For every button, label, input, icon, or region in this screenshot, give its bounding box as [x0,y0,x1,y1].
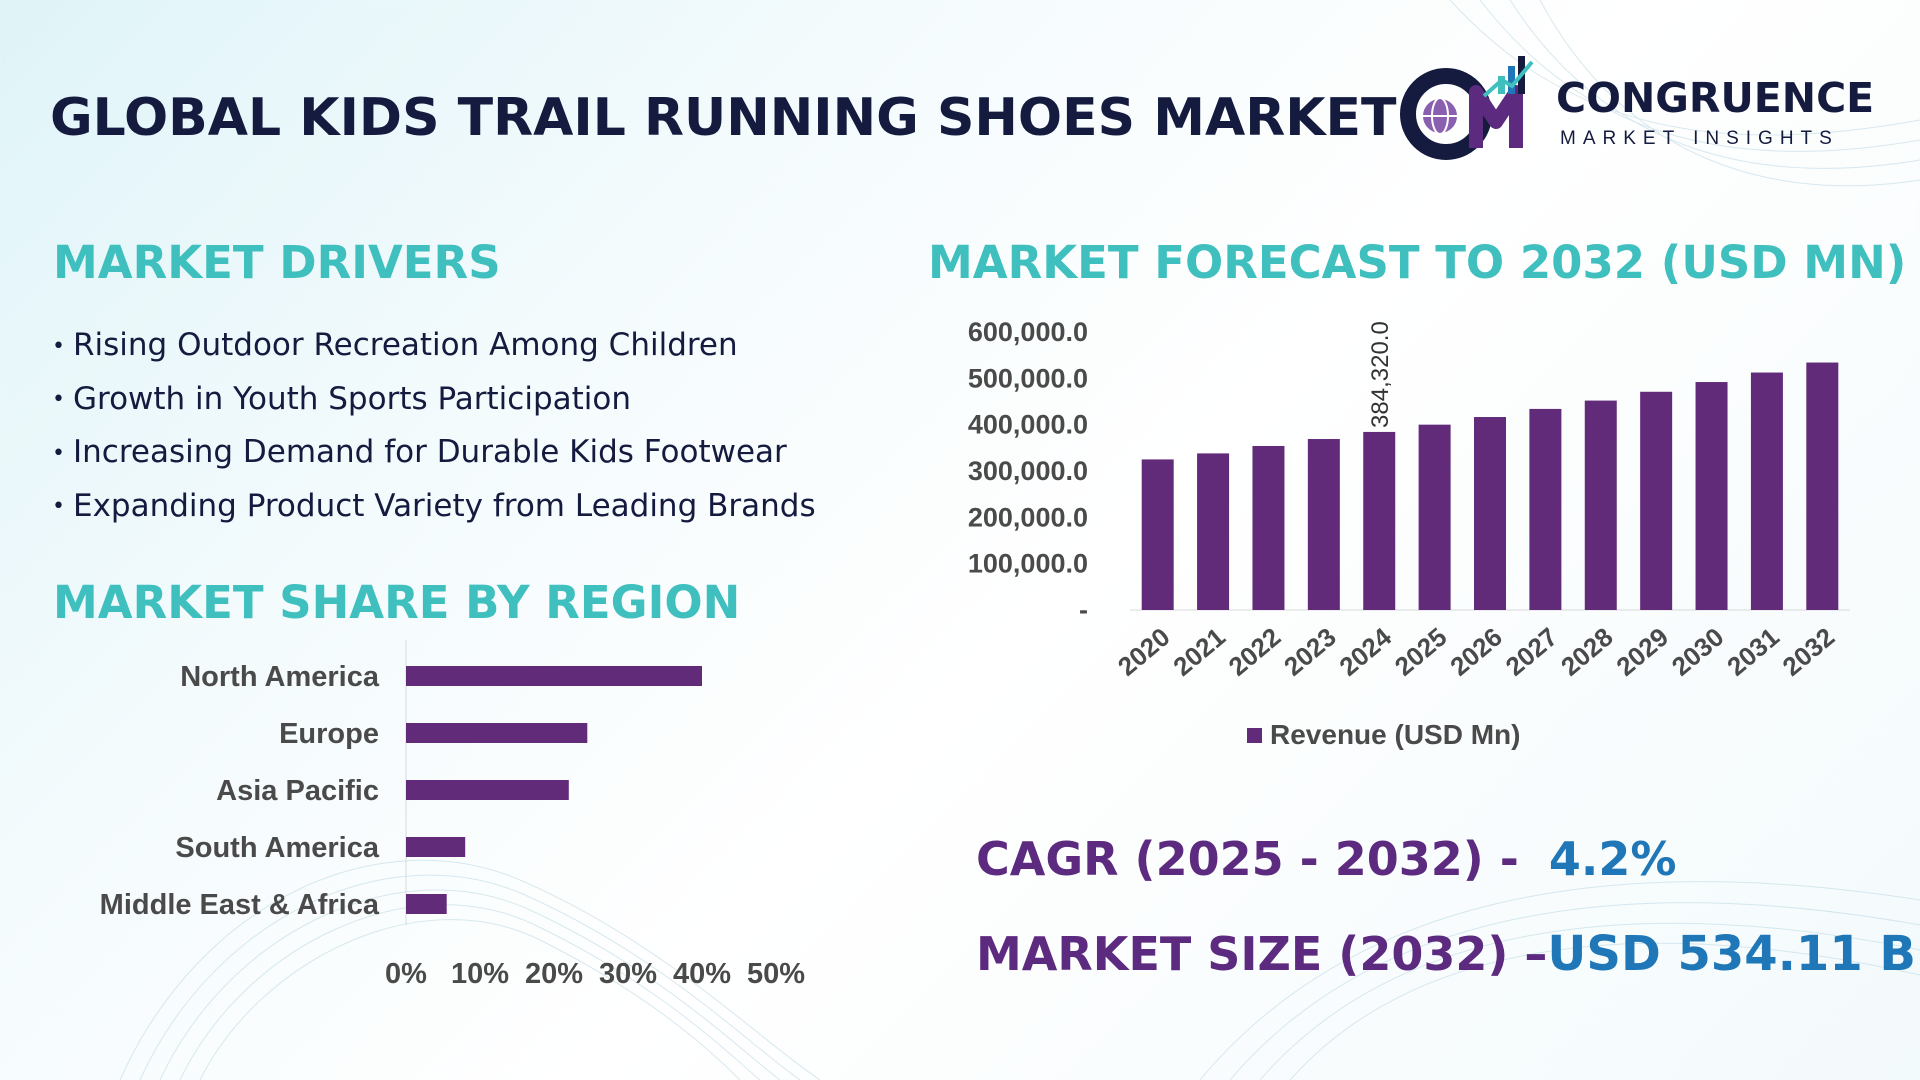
category-label: South America [175,832,379,864]
region-title: MARKET SHARE BY REGION [53,576,741,629]
forecast-bar-chart: - 100,000.0 200,000.0 300,000.0 400,000.0 500… [968,317,1850,750]
market-size-kpi: MARKET SIZE (2032) –USD 534.11 BN [976,926,1920,982]
y-tick-label: 400,000.0 [968,410,1088,440]
x-tick-label: 2030 [1666,622,1730,682]
x-tick-label: 0% [385,958,427,990]
x-tick-label: 2020 [1112,622,1176,682]
x-tick-label: 2032 [1777,622,1841,682]
y-tick-label: 500,000.0 [968,363,1088,393]
cagr-label: CAGR (2025 - 2032) - [976,832,1519,886]
bar-2025 [1418,424,1451,610]
bar-region [406,837,466,857]
legend-label: Revenue (USD Mn) [1270,719,1520,750]
driver-item: Increasing Demand for Durable Kids Footw… [52,429,816,483]
x-tick-label: 50% [747,958,805,990]
region-bar-chart: North America Europe Asia Pacific South Ame… [100,640,805,990]
y-tick-label: - [1079,595,1088,625]
market-size-label: MARKET SIZE (2032) – [976,927,1548,981]
bar-2030 [1695,382,1728,610]
bar-region [406,666,702,686]
x-tick-label: 2025 [1389,622,1453,682]
x-tick-label: 10% [451,958,509,990]
x-tick-label: 2029 [1610,622,1674,682]
x-tick-label: 2023 [1278,622,1342,682]
x-tick-label: 30% [599,958,657,990]
x-tick-label: 2021 [1167,622,1231,682]
x-tick-label: 40% [673,958,731,990]
brand-logo: CONGRUENCE MARKET INSIGHTS [1398,52,1874,162]
x-tick-label: 2026 [1444,622,1508,682]
x-tick-label: 2027 [1500,622,1564,682]
bar-region [406,894,447,914]
y-tick-label: 600,000.0 [968,317,1088,347]
bar-2026 [1474,417,1506,610]
logo-name: CONGRUENCE [1556,74,1875,122]
bar-2028 [1584,400,1617,610]
page-title: GLOBAL KIDS TRAIL RUNNING SHOES MARKET [50,88,1397,148]
cagr-value: 4.2% [1548,832,1677,886]
y-tick-label: 300,000.0 [968,456,1088,486]
bar-2031 [1750,372,1783,610]
bar-2029 [1640,391,1673,610]
x-tick-label: 2024 [1333,621,1397,682]
drivers-list: Rising Outdoor Recreation Among Children… [52,322,816,536]
forecast-title: MARKET FORECAST TO 2032 (USD MN) [928,236,1907,289]
cm-logo-icon [1400,56,1534,160]
driver-item: Expanding Product Variety from Leading B… [52,483,816,537]
market-size-value: USD 534.11 BN [1547,926,1920,982]
y-tick-label: 100,000.0 [968,549,1088,579]
bar-2021 [1197,453,1230,610]
bar-2027 [1529,408,1562,610]
bar-region [406,780,569,800]
category-label: North America [180,661,380,693]
bar-2022 [1252,445,1285,610]
bar-2032 [1806,362,1839,610]
logo-tagline: MARKET INSIGHTS [1560,128,1839,149]
category-label: Europe [279,718,379,750]
bar-2020 [1141,459,1174,610]
drivers-title: MARKET DRIVERS [53,236,501,289]
bar-2023 [1307,439,1340,610]
x-tick-label: 2031 [1721,622,1785,682]
cagr-kpi: CAGR (2025 - 2032) - 4.2% [976,832,1676,886]
category-label: Asia Pacific [216,775,379,807]
x-tick-label: 2028 [1555,622,1619,682]
x-tick-label: 2022 [1223,622,1287,682]
x-tick-label: 20% [525,958,583,990]
driver-item: Rising Outdoor Recreation Among Children [52,322,816,376]
y-tick-label: 200,000.0 [968,502,1088,532]
bar-region [406,723,588,743]
data-label: 384,320.0 [1367,321,1394,428]
category-label: Middle East & Africa [100,889,380,921]
driver-item: Growth in Youth Sports Participation [52,376,816,430]
bar-2024 [1363,431,1396,610]
legend-swatch [1247,728,1262,743]
